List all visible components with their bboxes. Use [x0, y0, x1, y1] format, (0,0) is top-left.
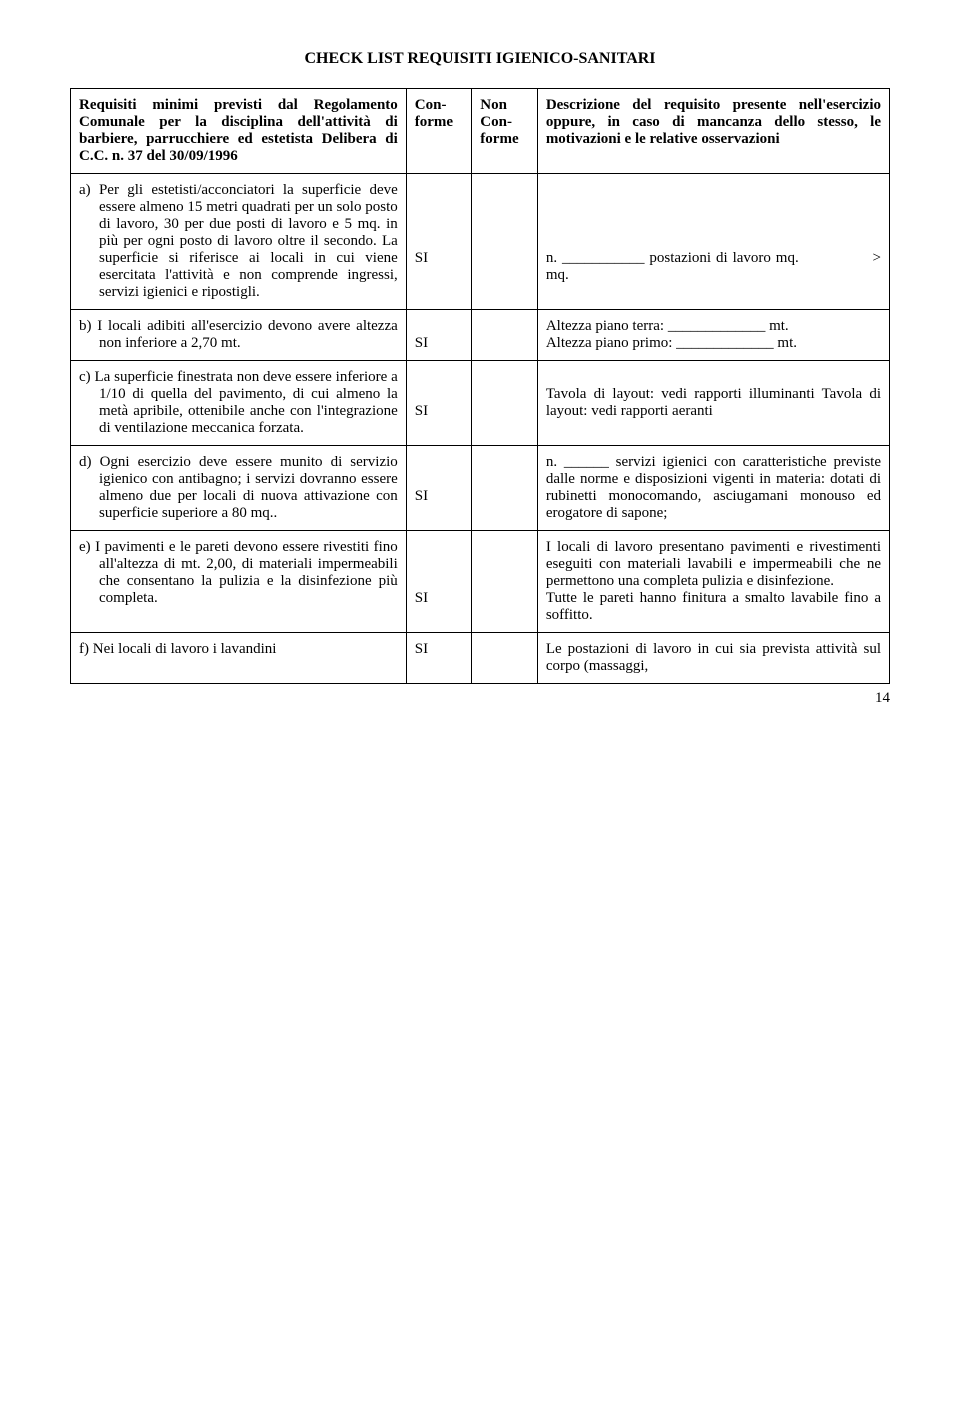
- header-col3: Non Con-forme: [472, 89, 538, 174]
- nonconforme-cell: [472, 310, 538, 361]
- description-cell: I locali di lavoro presentano pavimenti …: [537, 531, 889, 633]
- nonconforme-cell: [472, 361, 538, 446]
- description-cell: n. ___________ postazioni di lavoro mq. …: [537, 174, 889, 310]
- nonconforme-cell: [472, 531, 538, 633]
- description-cell: Le postazioni di lavoro in cui sia previ…: [537, 633, 889, 684]
- conforme-cell: SI: [406, 310, 472, 361]
- description-text: Tavola di layout: vedi rapporti illumina…: [546, 386, 885, 419]
- description-cell: Tavola di layout: vedi rapporti illumina…: [537, 361, 889, 446]
- conforme-cell: SI: [406, 446, 472, 531]
- header-col2: Con-forme: [406, 89, 472, 174]
- item-text: I locali adibiti all'esercizio devono av…: [97, 318, 398, 351]
- table-header-row: Requisiti minimi previsti dal Regolament…: [71, 89, 890, 174]
- item-label: c): [79, 369, 91, 385]
- item-text: La superficie finestrata non deve essere…: [94, 369, 397, 436]
- checklist-table: Requisiti minimi previsti dal Regolament…: [70, 88, 890, 684]
- table-row: b) I locali adibiti all'esercizio devono…: [71, 310, 890, 361]
- item-text: Ogni esercizio deve essere munito di ser…: [99, 454, 398, 521]
- conforme-value: SI: [415, 590, 428, 606]
- item-label: f): [79, 641, 89, 657]
- conforme-value: SI: [415, 403, 428, 419]
- conforme-cell: SI: [406, 633, 472, 684]
- item-text: Per gli estetisti/acconciatori la superf…: [99, 182, 398, 300]
- table-row: d) Ogni esercizio deve essere munito di …: [71, 446, 890, 531]
- item-text: Nei locali di lavoro i lavandini: [93, 641, 277, 657]
- item-text: I pavimenti e le pareti devono essere ri…: [95, 539, 398, 606]
- requirement-cell: a) Per gli estetisti/acconciatori la sup…: [71, 174, 407, 310]
- table-row: e) I pavimenti e le pareti devono essere…: [71, 531, 890, 633]
- conforme-value: SI: [415, 641, 428, 657]
- nonconforme-cell: [472, 446, 538, 531]
- table-row: c) La superficie finestrata non deve ess…: [71, 361, 890, 446]
- item-label: d): [79, 454, 92, 470]
- description-cell: Altezza piano terra: _____________ mt. A…: [537, 310, 889, 361]
- requirement-cell: b) I locali adibiti all'esercizio devono…: [71, 310, 407, 361]
- conforme-value: SI: [415, 488, 428, 504]
- page-title: CHECK LIST REQUISITI IGIENICO-SANITARI: [70, 50, 890, 68]
- conforme-value: SI: [415, 250, 428, 266]
- requirement-cell: c) La superficie finestrata non deve ess…: [71, 361, 407, 446]
- conforme-cell: SI: [406, 361, 472, 446]
- table-row: f) Nei locali di lavoro i lavandini SI L…: [71, 633, 890, 684]
- nonconforme-cell: [472, 633, 538, 684]
- description-text: n. ___________ postazioni di lavoro mq. …: [546, 250, 885, 283]
- table-row: a) Per gli estetisti/acconciatori la sup…: [71, 174, 890, 310]
- conforme-cell: SI: [406, 174, 472, 310]
- page-number: 14: [70, 690, 890, 707]
- description-text: Le postazioni di lavoro in cui sia previ…: [546, 641, 885, 674]
- nonconforme-cell: [472, 174, 538, 310]
- requirement-cell: d) Ogni esercizio deve essere munito di …: [71, 446, 407, 531]
- conforme-value: SI: [415, 335, 428, 351]
- item-label: e): [79, 539, 91, 555]
- description-cell: n. ______ servizi igienici con caratteri…: [537, 446, 889, 531]
- header-col4: Descrizione del requisito presente nell'…: [537, 89, 889, 174]
- description-text: I locali di lavoro presentano pavimenti …: [546, 539, 885, 623]
- description-text: n. ______ servizi igienici con caratteri…: [546, 454, 885, 521]
- requirement-cell: f) Nei locali di lavoro i lavandini: [71, 633, 407, 684]
- item-label: a): [79, 182, 91, 198]
- header-col1: Requisiti minimi previsti dal Regolament…: [71, 89, 407, 174]
- conforme-cell: SI: [406, 531, 472, 633]
- requirement-cell: e) I pavimenti e le pareti devono essere…: [71, 531, 407, 633]
- item-label: b): [79, 318, 92, 334]
- description-text: Altezza piano terra: _____________ mt. A…: [546, 318, 797, 351]
